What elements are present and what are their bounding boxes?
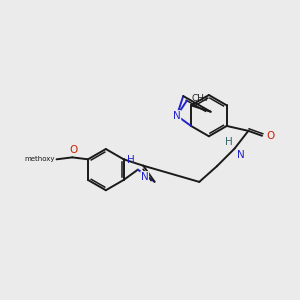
Text: CH₃: CH₃: [192, 94, 208, 103]
Text: N: N: [141, 172, 148, 182]
Text: N: N: [173, 111, 181, 121]
Text: O: O: [69, 146, 77, 155]
Text: O: O: [266, 131, 274, 141]
Text: H: H: [225, 136, 232, 147]
Text: methoxy: methoxy: [24, 156, 55, 162]
Text: H: H: [127, 155, 135, 165]
Text: N: N: [237, 151, 244, 160]
